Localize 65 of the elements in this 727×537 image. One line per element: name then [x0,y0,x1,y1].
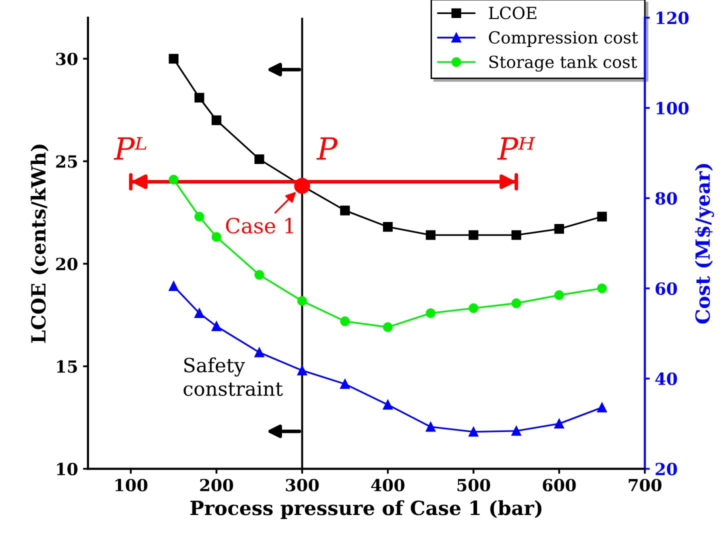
point [597,402,607,412]
point [340,206,350,216]
y-tick-label: 10 [57,462,78,476]
x-tick-label: 700 [628,478,662,492]
point [511,230,522,240]
point [168,54,179,64]
y2-tick-label: 80 [655,192,677,205]
y2-tick-label: 100 [656,102,689,115]
annotation: P [316,137,338,160]
y2-tick-label: 120 [656,12,689,24]
annotation: Case 1 [226,218,294,234]
point [597,284,607,294]
point [382,400,393,410]
y-tick-label: 20 [56,258,78,270]
point [597,212,607,222]
point [511,298,522,308]
annotation: Pᴸ [114,137,146,160]
annotation: Pᴴ [497,137,536,160]
point [168,281,179,291]
legend-label: LCOE [488,6,536,20]
x-tick-label: 300 [286,478,319,492]
y2-tick-label: 60 [656,282,677,295]
point [194,308,204,318]
point [297,296,308,306]
y2-axis-title: Cost (M$/year) [694,164,714,324]
point [194,92,204,103]
point [254,348,264,358]
point [194,212,204,222]
point [340,379,350,389]
y-tick-label: 25 [56,155,77,168]
point [426,230,436,240]
point [468,303,478,314]
point [297,366,308,376]
point [212,232,222,242]
x-tick-label: 600 [542,478,576,492]
legend-label: Compression cost [488,31,638,47]
point [426,422,436,432]
point [212,115,222,126]
point [554,224,564,234]
y-axis-title: LCOE (cents/kWh) [30,144,48,343]
point [294,178,310,194]
point [212,321,222,332]
annotation: Safety constraint [184,357,283,396]
point [382,322,393,332]
x-axis-title: Process pressure of Case 1 (bar) [190,500,542,520]
x-tick-label: 500 [457,478,490,492]
point [426,308,436,318]
y2-tick-label: 40 [655,372,677,386]
y-tick-label: 30 [56,52,78,66]
point [382,222,393,232]
y2-tick-label: 20 [656,462,677,476]
point [340,316,350,326]
x-tick-label: 100 [115,478,148,492]
point [468,230,478,240]
point [468,426,478,437]
point [254,270,264,280]
x-tick-label: 400 [371,478,404,492]
point [554,290,564,300]
point [168,174,179,185]
y-tick-label: 15 [57,360,77,373]
legend-label: Storage tank cost [489,55,638,72]
point [554,418,564,429]
point [511,426,522,436]
x-tick-label: 200 [200,478,234,492]
point [254,154,264,164]
